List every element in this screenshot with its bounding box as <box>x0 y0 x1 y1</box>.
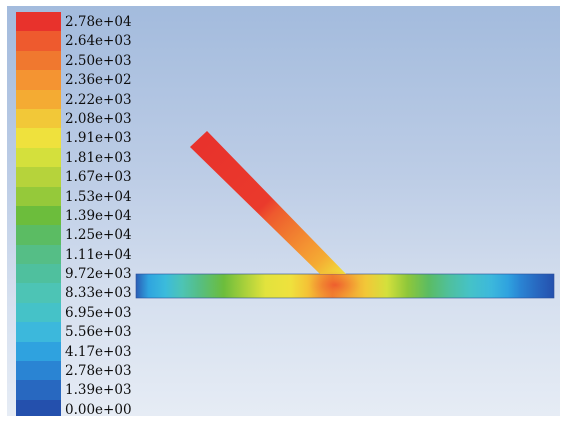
contour-viewport[interactable]: 2.78e+04 2.64e+03 2.50e+03 2.36e+02 2.22… <box>7 6 560 416</box>
legend-label: 8.33e+03 <box>65 285 132 302</box>
legend-swatch <box>16 70 61 90</box>
legend-entry: 2.50e+03 <box>16 50 176 71</box>
legend-swatch <box>16 50 61 71</box>
legend-swatch <box>16 302 61 323</box>
legend-swatch <box>16 89 61 109</box>
legend-label: 2.64e+03 <box>65 33 132 50</box>
legend-entry: 1.67e+03 <box>16 167 176 187</box>
legend-entry: 1.53e+04 <box>16 186 176 206</box>
legend-swatch <box>16 399 61 416</box>
legend-entry: 4.17e+03 <box>16 341 176 362</box>
legend-entry: 1.39e+04 <box>16 205 176 226</box>
legend-label: 2.36e+02 <box>65 72 132 89</box>
legend-entry: 2.08e+03 <box>16 108 176 129</box>
legend-label: 4.17e+03 <box>65 343 132 360</box>
legend-entry: 9.72e+03 <box>16 264 176 284</box>
legend-label: 1.67e+03 <box>65 169 132 186</box>
legend-entry: 2.64e+03 <box>16 31 176 51</box>
legend-label: 2.78e+04 <box>65 14 132 30</box>
legend-entry: 5.56e+03 <box>16 322 176 342</box>
legend-swatch <box>16 244 61 265</box>
legend-entry: 1.39e+03 <box>16 380 176 400</box>
legend-label: 9.72e+03 <box>65 266 132 283</box>
legend-swatch <box>16 205 61 226</box>
legend-entry: 2.78e+03 <box>16 361 176 381</box>
legend-label: 1.25e+04 <box>65 227 132 244</box>
legend-entry: 1.25e+04 <box>16 225 176 245</box>
legend-swatch <box>16 108 61 129</box>
legend-label: 5.56e+03 <box>65 324 132 341</box>
legend-entry: 2.22e+03 <box>16 89 176 109</box>
legend-entry: 2.78e+04 <box>16 12 176 32</box>
legend-label: 2.50e+03 <box>65 52 132 69</box>
legend-label: 6.95e+03 <box>65 304 132 321</box>
legend-entry: 0.00e+00 <box>16 399 176 416</box>
legend-label: 1.39e+04 <box>65 207 132 224</box>
legend-swatch <box>16 31 61 51</box>
legend-entry: 6.95e+03 <box>16 302 176 323</box>
legend-swatch <box>16 322 61 342</box>
legend-label: 2.78e+03 <box>65 363 132 380</box>
legend-swatch <box>16 264 61 284</box>
legend-label: 2.08e+03 <box>65 110 132 127</box>
legend-swatch <box>16 147 61 168</box>
legend-entry: 2.36e+02 <box>16 70 176 90</box>
legend-swatch <box>16 186 61 206</box>
legend-swatch <box>16 283 61 303</box>
legend-swatch <box>16 128 61 148</box>
junction-hotspot <box>309 271 361 299</box>
legend-entry: 8.33e+03 <box>16 283 176 303</box>
legend-swatch <box>16 380 61 400</box>
legend-label: 1.53e+04 <box>65 188 132 205</box>
legend-swatch <box>16 167 61 187</box>
legend-label: 0.00e+00 <box>65 401 132 416</box>
legend-swatch <box>16 361 61 381</box>
color-legend: 2.78e+04 2.64e+03 2.50e+03 2.36e+02 2.22… <box>16 12 176 416</box>
legend-swatch <box>16 225 61 245</box>
legend-label: 1.91e+03 <box>65 130 132 147</box>
legend-swatch <box>16 12 61 32</box>
pipe-contour-plot <box>135 131 555 299</box>
legend-entry: 1.91e+03 <box>16 128 176 148</box>
legend-label: 1.39e+03 <box>65 382 132 399</box>
legend-label: 1.11e+04 <box>65 246 132 263</box>
legend-label: 2.22e+03 <box>65 91 132 108</box>
legend-swatch <box>16 341 61 362</box>
legend-entry: 1.81e+03 <box>16 147 176 168</box>
branch-pipe <box>190 131 346 274</box>
legend-label: 1.81e+03 <box>65 149 132 166</box>
legend-entry: 1.11e+04 <box>16 244 176 265</box>
